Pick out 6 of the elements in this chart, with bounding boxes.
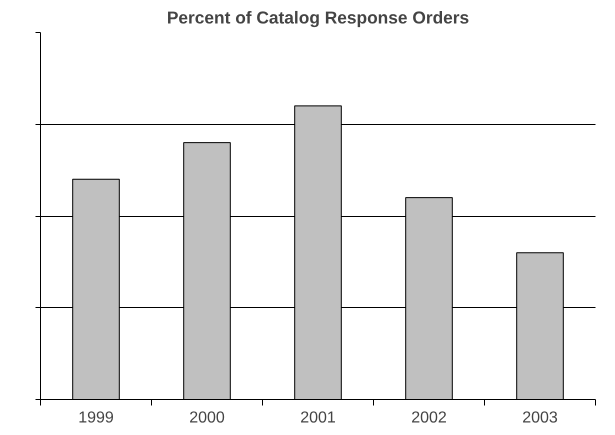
x-tick-label: 2002 — [411, 410, 447, 426]
x-tick-label: 2003 — [522, 410, 558, 426]
chart-title: Percent of Catalog Response Orders — [166, 8, 470, 28]
x-tick-label: 2000 — [189, 410, 225, 426]
x-tick-label: 2001 — [300, 410, 336, 426]
x-tick-label: 1999 — [78, 410, 114, 426]
